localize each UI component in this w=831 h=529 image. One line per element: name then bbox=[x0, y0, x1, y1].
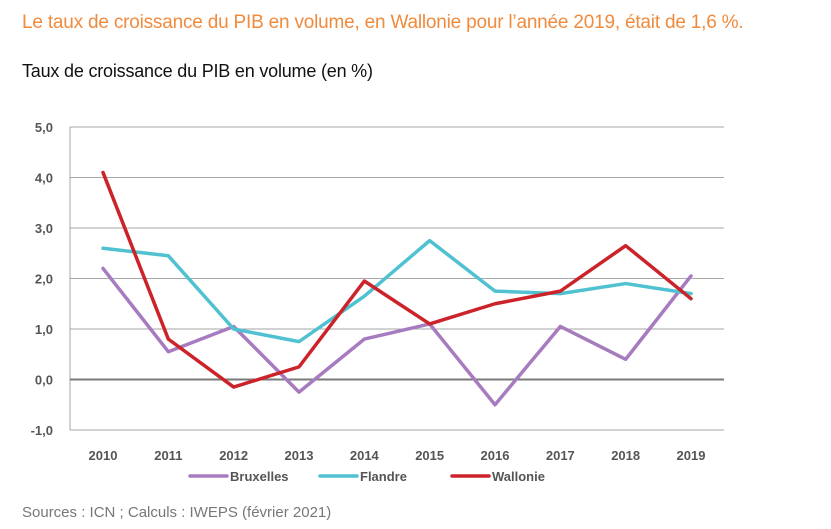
grid-lines bbox=[70, 126, 724, 431]
x-tick-label: 2018 bbox=[611, 448, 640, 463]
y-tick-label: 1,0 bbox=[35, 322, 53, 337]
x-tick-label: 2016 bbox=[481, 448, 510, 463]
y-tick-label: 2,0 bbox=[35, 272, 53, 287]
x-tick-labels: 2010 2011 2012 2013 2014 2015 2016 2017 2018 2019 bbox=[89, 448, 706, 463]
line-chart: 5,04,03,02,01,00,0-1,0 2010 2011 2012 2013 2… bbox=[31, 120, 724, 484]
series-lines bbox=[101, 170, 693, 407]
legend-label-flandre: Flandre bbox=[360, 469, 407, 484]
chart-title: Taux de croissance du PIB en volume (en … bbox=[22, 61, 373, 81]
y-tick-label: -1,0 bbox=[31, 423, 53, 438]
y-tick-label: 5,0 bbox=[35, 120, 53, 135]
source-note: Sources : ICN ; Calculs : IWEPS (février… bbox=[22, 504, 332, 521]
series-line-flandre bbox=[101, 238, 693, 344]
x-tick-label: 2010 bbox=[89, 448, 118, 463]
y-tick-labels: 5,0 4,0 3,0 2,0 1,0 0,0 -1,0 bbox=[31, 120, 53, 438]
y-tick-label: 4,0 bbox=[35, 171, 53, 186]
legend-label-wallonie: Wallonie bbox=[492, 469, 545, 484]
x-tick-label: 2019 bbox=[677, 448, 706, 463]
legend: Bruxelles Flandre Wallonie bbox=[188, 469, 545, 484]
y-tick-label: 0,0 bbox=[35, 373, 53, 388]
axes bbox=[69, 127, 724, 430]
headline: Le taux de croissance du PIB en volume, … bbox=[22, 12, 744, 33]
x-tick-label: 2012 bbox=[219, 448, 248, 463]
series-line-wallonie bbox=[101, 170, 693, 389]
x-tick-label: 2017 bbox=[546, 448, 575, 463]
x-tick-label: 2013 bbox=[285, 448, 314, 463]
legend-label-bruxelles: Bruxelles bbox=[230, 469, 289, 484]
y-tick-label: 3,0 bbox=[35, 221, 53, 236]
x-tick-label: 2014 bbox=[350, 448, 380, 463]
x-tick-label: 2015 bbox=[415, 448, 444, 463]
x-tick-label: 2011 bbox=[154, 448, 182, 463]
series-line-bruxelles bbox=[101, 266, 693, 407]
